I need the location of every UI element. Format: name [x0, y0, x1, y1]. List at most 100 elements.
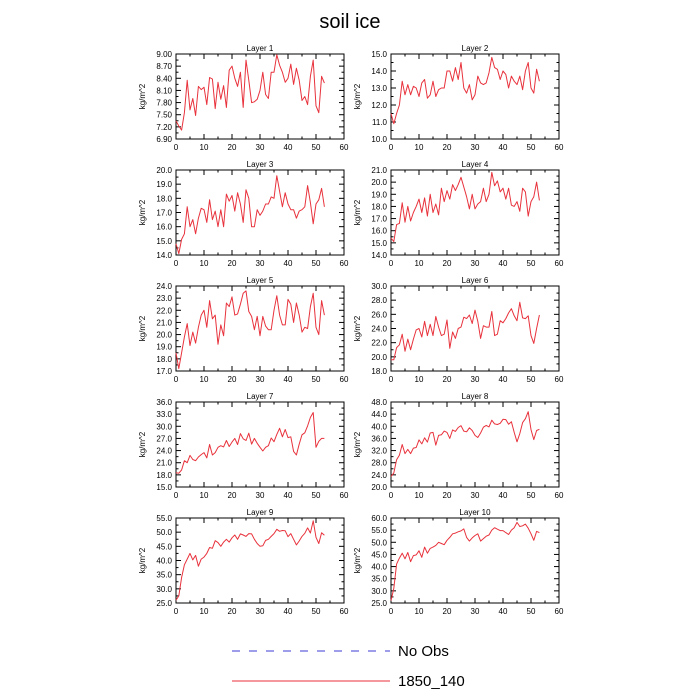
y-tick-label: 16.0 — [371, 227, 387, 236]
y-tick-label: 20.0 — [156, 331, 172, 340]
x-tick-label: 20 — [228, 375, 237, 384]
x-tick-label: 20 — [443, 143, 452, 152]
panel-layer-2: Layer 2 0 10 20 30 40 50 60 10.0 11.0 12.0 13.0 14.0… — [353, 44, 564, 152]
y-axis-label: kg/m^2 — [138, 199, 147, 225]
panel-layer-3: Layer 3 0 10 20 30 40 50 60 14.0 15.0 16.0 17.0 18.0… — [138, 160, 349, 268]
plot-frame — [175, 285, 345, 372]
legend-label-1850-140: 1850_140 — [398, 673, 465, 690]
figure-title: soil ice — [319, 11, 380, 33]
panel-layer-1: Layer 1 0 10 20 30 40 50 60 6.90 7.20 7.50 7.80 8.10… — [138, 44, 349, 152]
y-axis-label: kg/m^2 — [138, 431, 147, 457]
plot-frame — [175, 401, 345, 488]
x-tick-label: 30 — [471, 143, 480, 152]
panel-title: Layer 6 — [462, 276, 489, 285]
x-tick-label: 0 — [174, 375, 179, 384]
y-tick-label: 15.0 — [371, 239, 387, 248]
x-tick-label: 10 — [415, 607, 424, 616]
plot-frame — [390, 401, 560, 488]
series-line-1850-140 — [390, 411, 540, 477]
y-tick-label: 24.0 — [156, 282, 172, 291]
y-tick-label: 20.0 — [371, 483, 387, 492]
y-axis-label: kg/m^2 — [138, 315, 147, 341]
x-tick-label: 40 — [499, 607, 508, 616]
x-tick-label: 30 — [256, 259, 265, 268]
x-tick-label: 0 — [174, 259, 179, 268]
x-tick-label: 50 — [527, 259, 536, 268]
x-tick-label: 20 — [443, 491, 452, 500]
plot-frame — [390, 285, 560, 372]
x-tick-label: 0 — [389, 375, 394, 384]
panels-grid: Layer 10 10 20 30 40 50 606.907.207.507.808.10… — [138, 44, 564, 616]
y-tick-label: 10.0 — [371, 135, 387, 144]
y-tick-label: 30.0 — [156, 585, 172, 594]
x-tick-label: 30 — [256, 143, 265, 152]
y-tick-label: 17.0 — [156, 367, 172, 376]
y-tick-label: 30.0 — [156, 422, 172, 431]
x-tick-label: 40 — [284, 259, 293, 268]
x-tick-label: 30 — [471, 607, 480, 616]
plot-frame — [175, 517, 345, 604]
x-tick-label: 30 — [256, 375, 265, 384]
panel-title: Layer 3 — [247, 160, 274, 169]
y-tick-label: 15.0 — [371, 50, 387, 59]
x-tick-label: 10 — [415, 491, 424, 500]
panel-layer-10: Layer 10 0 10 20 30 40 50 60 25.0 30.0 35.0 40.0 45.… — [353, 508, 564, 616]
panel-layer-8: Layer 8 0 10 20 30 40 50 60 20.0 24.0 28.0 32.0 36.0… — [353, 392, 564, 500]
x-tick-label: 10 — [415, 143, 424, 152]
y-tick-label: 14.0 — [371, 251, 387, 260]
x-tick-label: 50 — [312, 259, 321, 268]
y-tick-label: 24.0 — [371, 471, 387, 480]
x-tick-label: 10 — [200, 491, 209, 500]
x-tick-label: 10 — [415, 375, 424, 384]
y-tick-label: 16.0 — [156, 223, 172, 232]
panel-title: Layer 8 — [462, 392, 489, 401]
y-tick-label: 40.0 — [156, 557, 172, 566]
x-tick-label: 50 — [312, 375, 321, 384]
y-tick-label: 8.40 — [156, 74, 172, 83]
y-tick-label: 48.0 — [371, 398, 387, 407]
y-tick-label: 35.0 — [371, 575, 387, 584]
x-tick-label: 40 — [499, 143, 508, 152]
x-tick-label: 40 — [284, 491, 293, 500]
y-tick-label: 18.0 — [156, 355, 172, 364]
panel-title: Layer 7 — [247, 392, 274, 401]
series-line-1850-140 — [175, 290, 325, 370]
panel-title: Layer 9 — [247, 508, 274, 517]
y-tick-label: 11.0 — [372, 118, 388, 127]
y-axis-label: kg/m^2 — [353, 431, 362, 457]
x-tick-label: 20 — [228, 491, 237, 500]
series-line-1850-140 — [391, 301, 540, 361]
y-tick-label: 55.0 — [371, 526, 387, 535]
plot-frame — [175, 53, 345, 140]
x-tick-label: 10 — [200, 607, 209, 616]
x-tick-label: 20 — [443, 607, 452, 616]
y-tick-label: 60.0 — [371, 514, 387, 523]
panel-title: Layer 1 — [247, 44, 274, 53]
y-tick-label: 21.0 — [371, 166, 387, 175]
x-tick-label: 50 — [312, 491, 321, 500]
y-tick-label: 24.0 — [156, 447, 172, 456]
y-tick-label: 6.90 — [156, 135, 172, 144]
panel-title: Layer 5 — [247, 276, 274, 285]
y-tick-label: 17.0 — [371, 215, 387, 224]
x-tick-label: 40 — [284, 607, 293, 616]
x-tick-label: 60 — [555, 259, 564, 268]
x-tick-label: 60 — [340, 143, 349, 152]
y-tick-label: 44.0 — [371, 410, 387, 419]
y-tick-label: 18.0 — [371, 202, 387, 211]
y-tick-label: 14.0 — [371, 67, 387, 76]
y-tick-label: 50.0 — [371, 538, 387, 547]
x-tick-label: 30 — [471, 375, 480, 384]
y-tick-label: 24.0 — [371, 325, 387, 334]
y-tick-label: 18.0 — [156, 471, 172, 480]
y-tick-label: 36.0 — [156, 398, 172, 407]
y-tick-label: 14.0 — [156, 251, 172, 260]
x-tick-label: 50 — [527, 607, 536, 616]
series-line-1850-140 — [390, 521, 540, 601]
series-line-1850-140 — [390, 56, 540, 125]
y-tick-label: 13.0 — [371, 84, 387, 93]
y-tick-label: 22.0 — [156, 306, 172, 315]
y-tick-label: 15.0 — [156, 237, 172, 246]
x-tick-label: 20 — [228, 607, 237, 616]
y-tick-label: 7.80 — [156, 99, 172, 108]
